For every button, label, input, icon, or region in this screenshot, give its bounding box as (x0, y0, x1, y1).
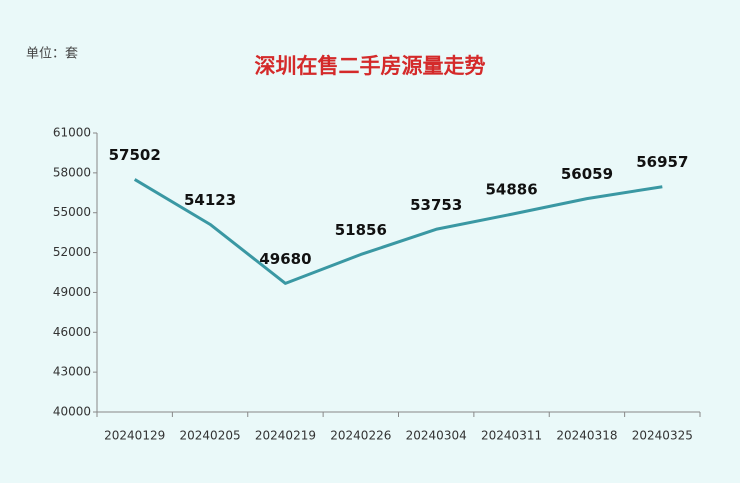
x-tick-label: 20240318 (556, 429, 617, 443)
y-tick-label: 49000 (53, 285, 91, 299)
value-label: 53753 (410, 196, 462, 214)
line-series (133, 178, 663, 285)
x-tick-label: 20240205 (180, 429, 241, 443)
y-tick-label: 52000 (53, 245, 91, 259)
y-tick-label: 43000 (53, 365, 91, 379)
unit-label: 单位：套 (26, 46, 78, 62)
x-tick-label: 20240219 (255, 429, 316, 443)
y-tick-label: 61000 (53, 126, 91, 140)
chart-title: 深圳在售二手房源量走势 (255, 54, 486, 78)
x-tick-label: 20240226 (330, 429, 391, 443)
y-tick-label: 46000 (53, 325, 91, 339)
value-label: 54123 (184, 191, 236, 209)
y-tick-label: 58000 (53, 165, 91, 179)
x-tick-label: 20240129 (104, 429, 165, 443)
x-tick-label: 20240304 (406, 429, 467, 443)
value-label: 49680 (259, 250, 311, 268)
value-label: 57502 (109, 146, 161, 164)
y-tick-label: 55000 (53, 205, 91, 219)
value-label: 56059 (561, 165, 613, 183)
y-tick-label: 40000 (53, 405, 91, 419)
x-tick-label: 20240311 (481, 429, 542, 443)
value-label: 56957 (636, 153, 688, 171)
value-label: 51856 (335, 221, 387, 239)
x-tick-label: 20240325 (632, 429, 693, 443)
value-label: 54886 (485, 181, 537, 199)
